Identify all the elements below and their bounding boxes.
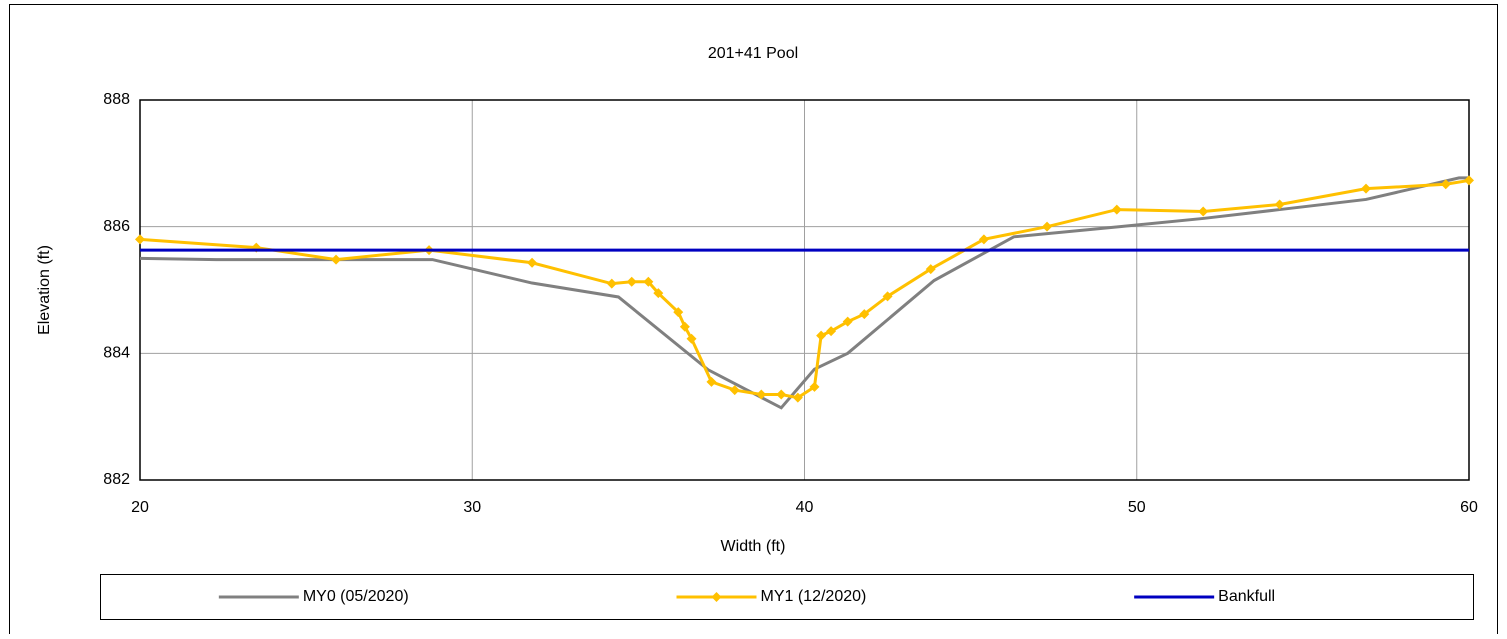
marker bbox=[706, 376, 717, 387]
marker bbox=[1361, 183, 1372, 194]
plot-area bbox=[139, 99, 1470, 481]
marker bbox=[135, 234, 145, 245]
x-tick-label: 50 bbox=[1128, 499, 1146, 516]
y-tick-label: 888 bbox=[103, 91, 130, 108]
marker bbox=[826, 326, 837, 337]
marker bbox=[673, 307, 684, 318]
marker bbox=[1198, 206, 1209, 217]
marker bbox=[792, 392, 803, 403]
x-tick-label: 40 bbox=[796, 499, 814, 516]
marker bbox=[859, 309, 870, 320]
marker bbox=[527, 257, 538, 268]
y-axis-label: Elevation (ft) bbox=[36, 245, 53, 335]
marker bbox=[643, 276, 654, 287]
marker bbox=[756, 389, 767, 400]
series-line bbox=[139, 176, 1469, 410]
marker bbox=[1440, 179, 1451, 190]
marker bbox=[776, 389, 787, 400]
y-tick-label: 884 bbox=[103, 345, 130, 362]
y-tick-label: 886 bbox=[103, 218, 130, 235]
marker bbox=[729, 385, 740, 396]
legend-label: Bankfull bbox=[1218, 588, 1275, 605]
legend-label: MY1 (12/2020) bbox=[761, 588, 867, 605]
marker bbox=[331, 254, 342, 265]
chart-title: 201+41 Pool bbox=[708, 45, 798, 62]
marker bbox=[606, 278, 617, 289]
marker bbox=[1042, 221, 1053, 232]
legend-marker bbox=[711, 592, 722, 602]
x-tick-label: 30 bbox=[463, 499, 481, 516]
marker bbox=[679, 321, 690, 332]
x-axis-label: Width (ft) bbox=[721, 538, 786, 555]
x-tick-label: 20 bbox=[131, 499, 149, 516]
marker bbox=[925, 264, 936, 275]
x-tick-label: 60 bbox=[1460, 499, 1478, 516]
marker bbox=[1464, 175, 1474, 186]
marker bbox=[809, 381, 820, 392]
marker bbox=[842, 316, 853, 327]
marker bbox=[1274, 199, 1285, 210]
marker bbox=[686, 333, 697, 344]
y-tick-label: 882 bbox=[103, 471, 130, 488]
marker bbox=[1111, 204, 1122, 215]
marker bbox=[882, 291, 893, 302]
marker bbox=[978, 234, 989, 245]
legend-label: MY0 (05/2020) bbox=[303, 588, 409, 605]
marker bbox=[626, 276, 637, 287]
chart-border bbox=[9, 4, 1498, 639]
marker bbox=[816, 330, 827, 341]
marker bbox=[653, 288, 664, 299]
legend-box bbox=[100, 574, 1474, 620]
